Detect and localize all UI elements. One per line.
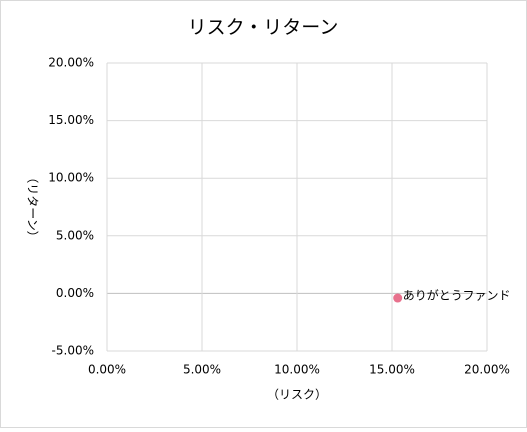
point xyxy=(393,293,403,303)
y-tick-label: -5.00% xyxy=(52,344,94,358)
y-tick-label: 5.00% xyxy=(56,228,94,242)
y-axis-label: （リターン） xyxy=(26,171,40,242)
chart-title: リスク・リターン xyxy=(188,17,339,39)
y-tick-label: 15.00% xyxy=(48,113,94,127)
point-label: ありがとうファンド xyxy=(403,288,511,303)
y-tick-label: 10.00% xyxy=(48,171,94,185)
x-tick-label: 0.00% xyxy=(88,363,126,377)
x-tick-label: 10.00% xyxy=(274,363,320,377)
y-tick-label: 0.00% xyxy=(56,286,94,300)
x-tick-label: 5.00% xyxy=(183,363,221,377)
x-axis-label: （リスク） xyxy=(267,388,327,402)
x-tick-label: 20.00% xyxy=(464,363,510,377)
x-tick-label: 15.00% xyxy=(369,363,415,377)
y-tick-label: 20.00% xyxy=(48,56,94,70)
